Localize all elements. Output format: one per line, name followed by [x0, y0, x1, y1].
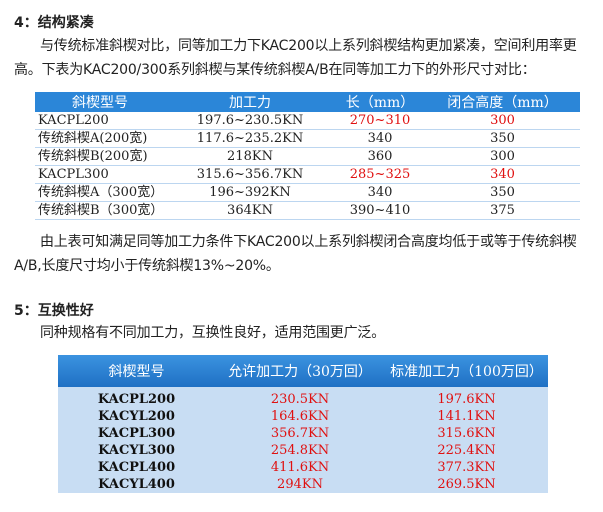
header-cell: 闭合高度（mm）: [425, 92, 580, 112]
cell: KACPL200: [58, 387, 215, 408]
cell: 218KN: [165, 147, 335, 166]
cell: 377.3KN: [385, 459, 548, 476]
heading: 4：结构紧凑: [14, 15, 94, 31]
cell: 360: [335, 147, 425, 166]
paragraph: 同种规格有不同加工力，互换性良好，适用范围更广泛。: [40, 325, 385, 341]
row: KACPL200 197.6~230.5KN 270~310 300: [35, 112, 580, 130]
cell: KACPL400: [58, 459, 215, 476]
cell: 141.1KN: [385, 408, 548, 425]
row: KACPL200 230.5KN 197.6KN: [58, 387, 548, 408]
cell: 294KN: [215, 476, 385, 493]
cell: 197.6KN: [385, 387, 548, 408]
header-cell: 斜楔型号: [35, 92, 165, 112]
cell: 375: [425, 201, 580, 220]
row: 传统斜楔B(200宽) 218KN 360 300: [35, 147, 580, 166]
header-cell: 标准加工力（100万回）: [385, 355, 548, 387]
cell: 350: [425, 129, 580, 148]
header-cell: 允许加工力（30万回）: [215, 355, 385, 387]
paragraph: 由上表可知满足同等加工力条件下KAC200以上系列斜楔闭合高度均低于或等于传统斜…: [14, 234, 577, 274]
cell: 225.4KN: [385, 442, 548, 459]
cell: 230.5KN: [215, 387, 385, 408]
cell: KACYL400: [58, 476, 215, 493]
cell: KACYL200: [58, 408, 215, 425]
cell: 300: [425, 112, 580, 130]
cell: 传统斜楔A(200宽): [35, 129, 165, 148]
cell: 270~310: [335, 112, 425, 130]
cell: 传统斜楔B(200宽): [35, 147, 165, 166]
cell: 196~392KN: [165, 183, 335, 202]
comparison-table: 斜楔型号 加工力 长（mm） 闭合高度（mm） KACPL200 197.6~23…: [35, 92, 580, 220]
row: 传统斜楔B（300宽） 364KN 390~410 375: [35, 201, 580, 220]
cell: 340: [335, 129, 425, 148]
heading: 5：互换性好: [14, 303, 94, 319]
cell: 390~410: [335, 201, 425, 220]
header-cell: 长（mm）: [335, 92, 425, 112]
row: KACYL400 294KN 269.5KN: [58, 476, 548, 493]
row: KACPL400 411.6KN 377.3KN: [58, 459, 548, 476]
row: 传统斜楔A(200宽) 117.6~235.2KN 340 350: [35, 129, 580, 148]
interchange-table: 斜楔型号 允许加工力（30万回） 标准加工力（100万回） KACPL200 23…: [58, 355, 548, 493]
row: KACYL300 254.8KN 225.4KN: [58, 442, 548, 459]
cell: 197.6~230.5KN: [165, 112, 335, 130]
cell: 300: [425, 147, 580, 166]
cell: KACPL200: [35, 112, 165, 130]
row: KACPL300 356.7KN 315.6KN: [58, 425, 548, 442]
header-row: 斜楔型号 加工力 长（mm） 闭合高度（mm）: [35, 92, 580, 112]
cell: 254.8KN: [215, 442, 385, 459]
cell: 364KN: [165, 201, 335, 220]
row: KACYL200 164.6KN 141.1KN: [58, 408, 548, 425]
row: 传统斜楔A（300宽） 196~392KN 340 350: [35, 183, 580, 202]
header-cell: 斜楔型号: [58, 355, 215, 387]
cell: 传统斜楔A（300宽）: [35, 183, 165, 202]
cell: KACPL300: [35, 165, 165, 184]
cell: KACYL300: [58, 442, 215, 459]
cell: 340: [425, 165, 580, 184]
cell: 315.6KN: [385, 425, 548, 442]
cell: 340: [335, 183, 425, 202]
paragraph: 与传统标准斜楔对比，同等加工力下KAC200以上系列斜楔结构更加紧凑，空间利用率…: [14, 38, 577, 78]
cell: 269.5KN: [385, 476, 548, 493]
cell: 356.7KN: [215, 425, 385, 442]
cell: 164.6KN: [215, 408, 385, 425]
cell: 285~325: [335, 165, 425, 184]
cell: 411.6KN: [215, 459, 385, 476]
cell: 350: [425, 183, 580, 202]
cell: 传统斜楔B（300宽）: [35, 201, 165, 220]
row: KACPL300 315.6~356.7KN 285~325 340: [35, 165, 580, 184]
cell: 117.6~235.2KN: [165, 129, 335, 148]
header-row: 斜楔型号 允许加工力（30万回） 标准加工力（100万回）: [58, 355, 548, 387]
header-cell: 加工力: [165, 92, 335, 112]
cell: KACPL300: [58, 425, 215, 442]
cell: 315.6~356.7KN: [165, 165, 335, 184]
